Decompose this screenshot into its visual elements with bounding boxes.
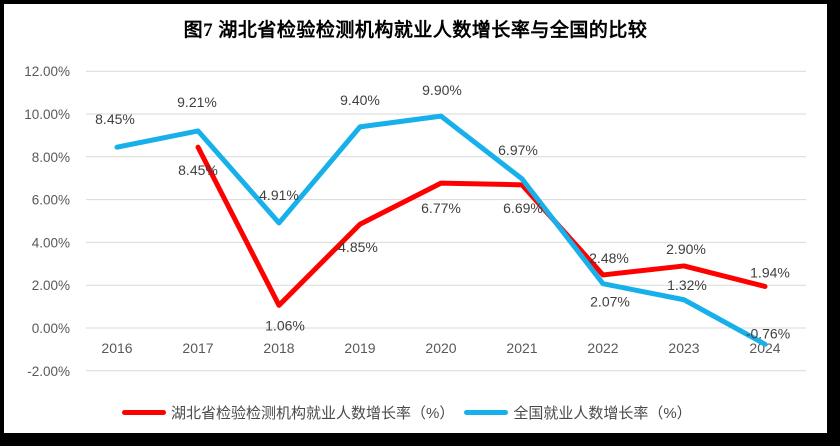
- series-line-national: [114, 113, 768, 347]
- legend-item-hubei: 湖北省检验检测机构就业人数增长率（%）: [122, 402, 454, 423]
- y-axis-tick-label: 6.00%: [32, 193, 70, 208]
- y-axis-tick-label: 8.00%: [32, 150, 70, 165]
- data-label: 2.48%: [589, 250, 629, 266]
- data-label: 9.21%: [177, 94, 217, 110]
- legend-label-national: 全国就业人数增长率（%）: [513, 404, 692, 422]
- chart-title: 图7 湖北省检验检测机构就业人数增长率与全国的比较: [183, 20, 648, 41]
- x-axis-tick-label: 2019: [344, 340, 375, 356]
- y-axis-tick-label: 2.00%: [32, 278, 70, 293]
- x-axis-tick-label: 2022: [587, 340, 618, 356]
- data-label: -0.76%: [746, 325, 790, 341]
- data-label: 1.32%: [667, 277, 707, 293]
- x-axis-tick-label: 2018: [263, 340, 294, 356]
- y-axis-tick-label: 4.00%: [32, 235, 70, 250]
- data-label: 1.06%: [265, 317, 305, 333]
- x-axis-tick-label: 2023: [668, 340, 699, 356]
- x-axis-tick-label: 2017: [182, 340, 213, 356]
- data-label: 6.77%: [421, 200, 461, 216]
- y-axis-tick-label: 10.00%: [24, 107, 70, 122]
- x-axis-tick-label: 2016: [101, 340, 132, 356]
- chart-canvas: 图7 湖北省检验检测机构就业人数增长率与全国的比较 湖北省检验检测机构就业人数增…: [4, 4, 827, 433]
- data-label: 8.45%: [178, 162, 218, 178]
- x-axis-tick-label: 2021: [506, 340, 537, 356]
- series-line-hubei: [195, 144, 768, 308]
- data-label: 9.40%: [340, 92, 380, 108]
- legend-label-hubei: 湖北省检验检测机构就业人数增长率（%）: [171, 404, 455, 422]
- y-axis-tick-label: 12.00%: [24, 64, 70, 79]
- legend-line-swatch-hubei-icon: [122, 409, 166, 415]
- legend: 湖北省检验检测机构就业人数增长率（%） 全国就业人数增长率（%）: [122, 402, 692, 422]
- data-label: 6.97%: [498, 142, 538, 158]
- data-label: 4.85%: [338, 239, 378, 255]
- y-axis-tick-label: 0.00%: [32, 321, 70, 336]
- data-label: 8.45%: [95, 111, 135, 127]
- data-label: 2.07%: [590, 294, 630, 310]
- data-label: 1.94%: [750, 264, 790, 280]
- data-label: 4.91%: [259, 187, 299, 203]
- data-label: 6.69%: [503, 200, 543, 216]
- x-axis-tick-label: 2024: [749, 340, 780, 356]
- legend-item-national: 全国就业人数增长率（%）: [464, 402, 692, 423]
- legend-line-swatch-national-icon: [464, 409, 509, 415]
- data-label: 2.90%: [666, 241, 706, 257]
- x-axis-tick-label: 2020: [425, 340, 456, 356]
- data-label: 9.90%: [422, 82, 462, 98]
- y-axis-tick-label: -2.00%: [27, 364, 70, 379]
